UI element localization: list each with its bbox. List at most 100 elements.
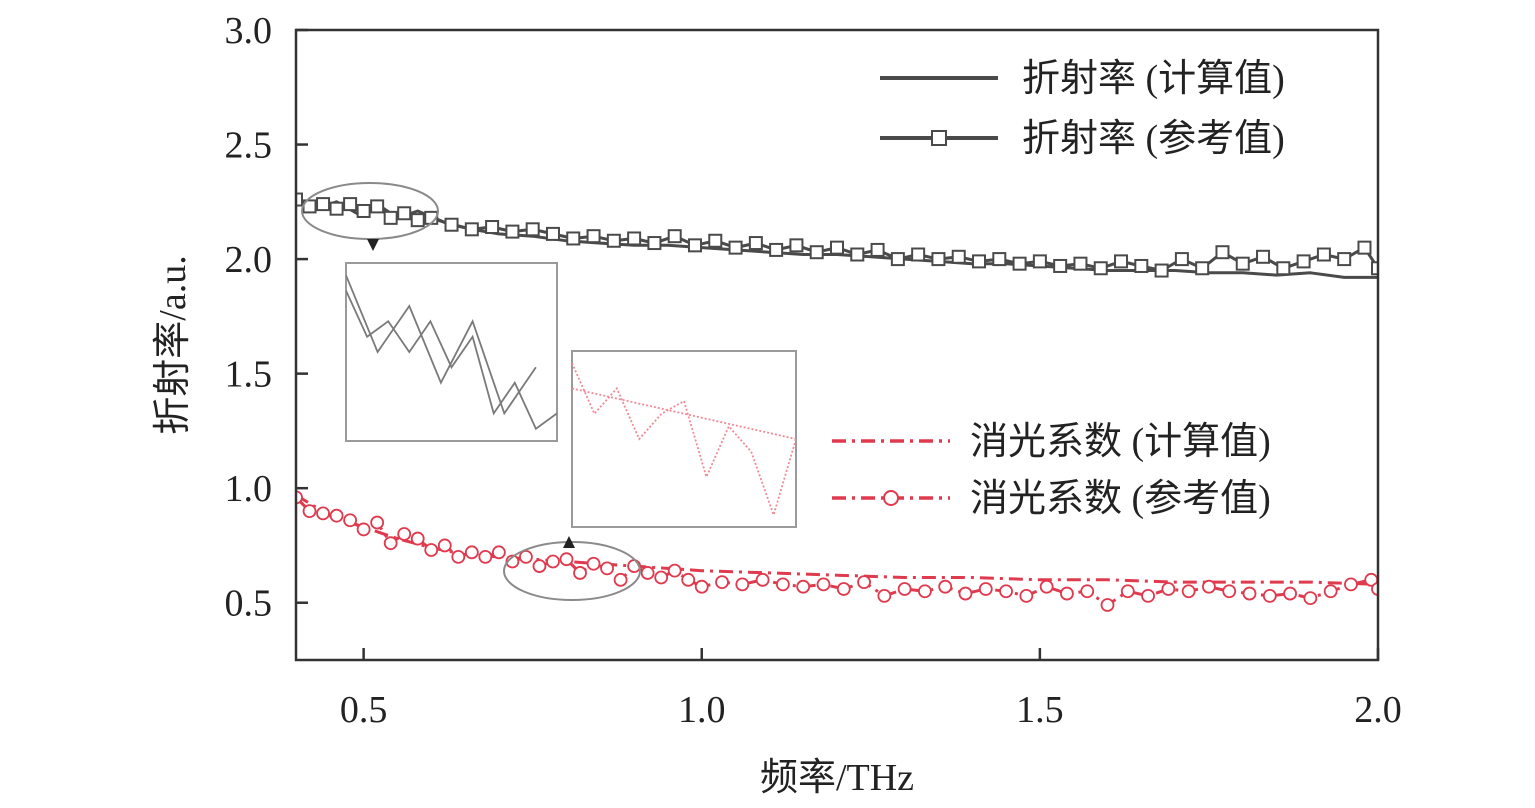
data-point-circle bbox=[491, 545, 506, 560]
data-point-circle bbox=[451, 550, 466, 564]
data-point-circle bbox=[999, 584, 1013, 599]
data-point-circle bbox=[410, 531, 425, 546]
data-point-circle bbox=[938, 579, 953, 594]
data-point-square bbox=[870, 242, 885, 257]
data-point-circle bbox=[1323, 584, 1338, 599]
data-point-circle bbox=[464, 545, 479, 560]
data-point-circle bbox=[1283, 586, 1297, 601]
data-point-circle bbox=[1262, 588, 1277, 603]
data-point-square bbox=[728, 240, 743, 255]
data-point-circle bbox=[437, 538, 452, 553]
y-axis-label: 折射率/a.u. bbox=[152, 255, 194, 434]
data-point-circle bbox=[1060, 586, 1074, 601]
data-point-square bbox=[1195, 261, 1210, 276]
data-point-square bbox=[1053, 258, 1068, 273]
data-point-circle bbox=[370, 515, 385, 530]
data-point-square bbox=[1012, 256, 1027, 271]
legend-refractive: 折射率 (计算值) 折射率 (参考值) bbox=[880, 58, 1285, 160]
inset-extinction-lines bbox=[572, 362, 796, 518]
x-tick-label: 0.5 bbox=[340, 689, 388, 731]
data-point-circle bbox=[343, 513, 358, 528]
data-point-square bbox=[505, 224, 520, 239]
inset-refractive bbox=[345, 262, 558, 442]
series-line-2 bbox=[296, 493, 1378, 586]
data-point-circle bbox=[1222, 584, 1237, 599]
data-point-square bbox=[667, 229, 682, 244]
data-point-circle bbox=[573, 566, 587, 580]
data-point-circle bbox=[532, 559, 547, 573]
data-point-circle bbox=[1181, 584, 1196, 599]
data-point-square bbox=[647, 236, 662, 251]
y-axis: 0.5 1.0 1.5 2.0 2.5 3.0 bbox=[225, 10, 308, 625]
data-point-square bbox=[830, 240, 844, 255]
data-point-square bbox=[343, 197, 358, 212]
data-point-square bbox=[485, 220, 500, 235]
data-point-circle bbox=[1120, 584, 1135, 599]
data-point-circle bbox=[586, 556, 601, 571]
data-point-square bbox=[911, 247, 926, 262]
data-point-square bbox=[1357, 240, 1372, 255]
data-point-circle bbox=[755, 572, 770, 587]
data-point-circle bbox=[1080, 584, 1095, 599]
data-point-circle bbox=[694, 579, 709, 594]
data-point-square bbox=[1032, 254, 1047, 269]
data-point-circle bbox=[302, 504, 317, 518]
x-axis-label: 频率/THz bbox=[760, 757, 914, 799]
data-point-circle bbox=[816, 577, 831, 592]
data-point-circle bbox=[383, 536, 398, 551]
y-tick-label: 1.0 bbox=[225, 468, 273, 510]
data-point-square bbox=[383, 210, 398, 225]
data-point-circle bbox=[877, 588, 892, 603]
data-point-circle bbox=[559, 552, 574, 567]
data-point-square bbox=[890, 252, 905, 267]
inset-line-1 bbox=[572, 362, 796, 518]
data-point-circle bbox=[735, 577, 750, 592]
data-point-circle bbox=[776, 577, 790, 592]
zoom-arrow-extinction bbox=[563, 536, 575, 548]
data-point-circle bbox=[1100, 598, 1115, 612]
data-point-square bbox=[992, 252, 1007, 267]
x-tick-label: 1.5 bbox=[1016, 689, 1064, 731]
data-point-square bbox=[444, 217, 459, 232]
x-tick-label: 2.0 bbox=[1354, 689, 1402, 731]
data-point-circle bbox=[424, 543, 439, 557]
y-tick-label: 2.0 bbox=[225, 239, 273, 281]
data-point-circle bbox=[1161, 582, 1176, 596]
data-point-square bbox=[397, 206, 412, 221]
data-point-circle bbox=[519, 550, 533, 564]
data-point-circle bbox=[546, 554, 560, 569]
data-point-square bbox=[748, 236, 763, 251]
x-tick-label: 1.0 bbox=[678, 689, 726, 731]
data-point-square bbox=[316, 197, 331, 212]
legend-marker-extinction-ref bbox=[883, 490, 899, 506]
data-point-square bbox=[464, 222, 479, 237]
data-point-circle bbox=[857, 575, 871, 590]
data-point-square bbox=[566, 231, 581, 246]
y-tick-label: 3.0 bbox=[225, 10, 273, 52]
data-point-circle bbox=[715, 575, 729, 590]
data-point-square bbox=[1114, 254, 1129, 269]
data-point-circle bbox=[1202, 579, 1216, 594]
data-point-square bbox=[972, 254, 987, 269]
legend-extinction: 消光系数 (计算值) 消光系数 (参考值) bbox=[832, 421, 1271, 520]
data-point-square bbox=[1235, 256, 1250, 271]
data-point-square bbox=[1073, 256, 1088, 271]
data-point-square bbox=[1296, 254, 1311, 269]
data-point-square bbox=[627, 231, 642, 246]
data-point-square bbox=[296, 192, 303, 207]
data-point-square bbox=[687, 238, 702, 253]
data-point-square bbox=[1093, 261, 1108, 276]
data-point-square bbox=[1316, 247, 1331, 262]
data-point-circle bbox=[1141, 588, 1155, 603]
data-point-square bbox=[586, 229, 601, 244]
data-point-circle bbox=[600, 561, 614, 576]
legend-label-refractive-calc: 折射率 (计算值) bbox=[1022, 58, 1285, 100]
data-point-square bbox=[606, 233, 621, 248]
data-point-circle bbox=[667, 563, 682, 578]
legend-label-extinction-ref: 消光系数 (参考值) bbox=[970, 478, 1271, 520]
data-point-circle bbox=[397, 527, 412, 541]
data-point-circle bbox=[1344, 577, 1358, 592]
data-point-square bbox=[1337, 252, 1352, 267]
data-point-circle bbox=[1019, 588, 1034, 603]
data-point-square bbox=[809, 245, 824, 260]
